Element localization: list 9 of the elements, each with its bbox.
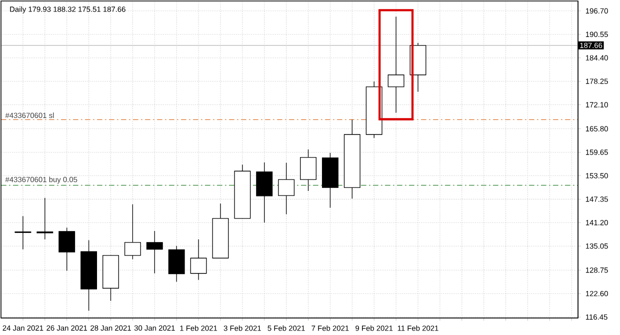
candlestick xyxy=(300,149,316,192)
candlestick xyxy=(190,239,207,280)
candlestick xyxy=(58,227,76,272)
candlestick xyxy=(124,204,141,260)
candlestick xyxy=(14,216,32,250)
candlestick xyxy=(146,230,163,274)
candlestick xyxy=(278,162,295,215)
candlestick xyxy=(36,198,54,240)
candlestick xyxy=(388,16,404,114)
